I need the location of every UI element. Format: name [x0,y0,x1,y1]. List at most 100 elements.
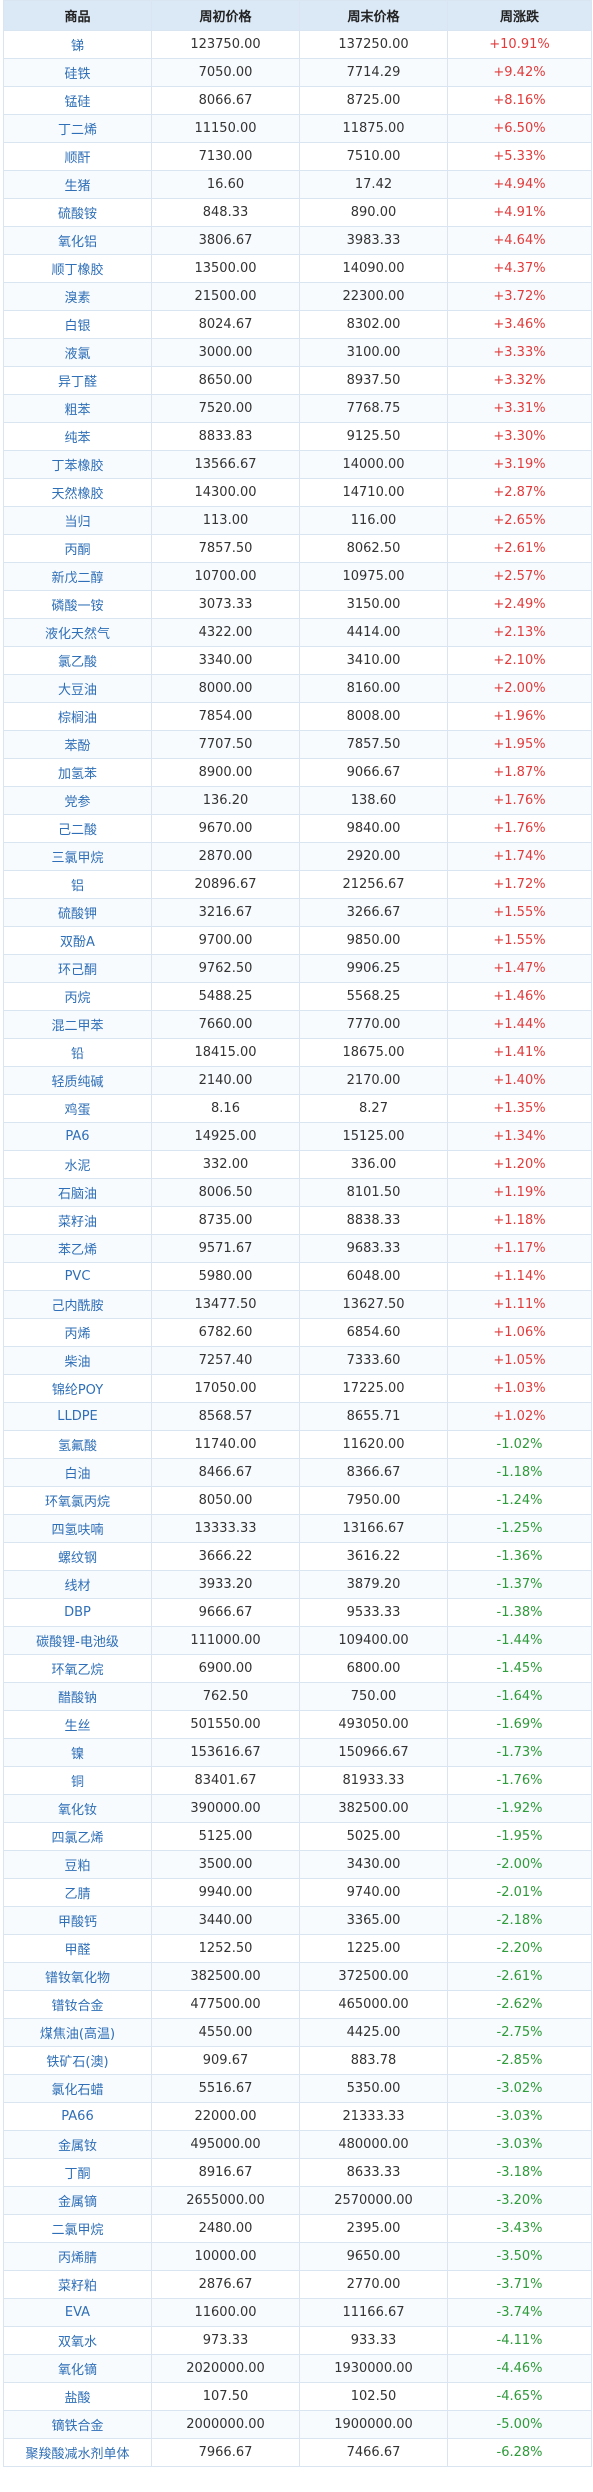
week-end-price-cell: 382500.00 [299,1794,448,1823]
table-row: 党参 136.20 138.60 +1.76% [3,786,592,815]
commodity-name-cell: 丁苯橡胶 [3,450,152,479]
table-row: 线材 3933.20 3879.20 -1.37% [3,1570,592,1599]
table-body: 锑 123750.00 137250.00 +10.91% 硅铁 7050.00 7714.… [3,30,592,2467]
week-start-price-cell: 3440.00 [151,1906,300,1935]
week-start-price-cell: 9762.50 [151,954,300,983]
weekly-change-cell: +1.72% [447,870,592,899]
commodity-name-cell: 党参 [3,786,152,815]
commodity-name-cell: 新戊二醇 [3,562,152,591]
week-end-price-cell: 8655.71 [299,1402,448,1431]
weekly-change-cell: -1.02% [447,1430,592,1459]
commodity-name-cell: 乙腈 [3,1878,152,1907]
week-end-price-cell: 137250.00 [299,30,448,59]
price-change-table: 商品 周初价格 周末价格 周涨跌 锑 123750.00 137250.00 +10.… [3,0,592,2467]
week-start-price-cell: 3073.33 [151,590,300,619]
table-row: 四氢呋喃 13333.33 13166.67 -1.25% [3,1514,592,1543]
commodity-name-cell: 大豆油 [3,674,152,703]
week-end-price-cell: 3100.00 [299,338,448,367]
table-header-row: 商品 周初价格 周末价格 周涨跌 [3,0,592,31]
commodity-name-cell: 甲酸钙 [3,1906,152,1935]
commodity-name-cell: 水泥 [3,1150,152,1179]
week-end-price-cell: 8838.33 [299,1206,448,1235]
weekly-change-cell: -1.45% [447,1654,592,1683]
commodity-name-cell: 三氯甲烷 [3,842,152,871]
table-row: 镝铁合金 2000000.00 1900000.00 -5.00% [3,2410,592,2439]
week-start-price-cell: 11150.00 [151,114,300,143]
commodity-name-cell: 顺酐 [3,142,152,171]
week-start-price-cell: 8735.00 [151,1206,300,1235]
week-start-price-cell: 7050.00 [151,58,300,87]
commodity-name-cell: 锰硅 [3,86,152,115]
commodity-name-cell: 硫酸铵 [3,198,152,227]
week-start-price-cell: 136.20 [151,786,300,815]
table-row: 双氧水 973.33 933.33 -4.11% [3,2326,592,2355]
commodity-name-cell: 加氢苯 [3,758,152,787]
week-end-price-cell: 17225.00 [299,1374,448,1403]
weekly-change-cell: -1.24% [447,1486,592,1515]
weekly-change-cell: -2.61% [447,1962,592,1991]
commodity-name-cell: 铅 [3,1038,152,1067]
weekly-change-cell: +3.31% [447,394,592,423]
commodity-name-cell: PVC [3,1262,152,1291]
weekly-change-cell: -2.85% [447,2046,592,2075]
commodity-name-cell: EVA [3,2298,152,2327]
weekly-change-cell: +4.91% [447,198,592,227]
week-end-price-cell: 7714.29 [299,58,448,87]
week-start-price-cell: 7857.50 [151,534,300,563]
commodity-name-cell: 甲醛 [3,1934,152,1963]
table-row: 锰硅 8066.67 8725.00 +8.16% [3,86,592,115]
week-end-price-cell: 9066.67 [299,758,448,787]
weekly-change-cell: -3.18% [447,2158,592,2187]
table-row: 铅 18415.00 18675.00 +1.41% [3,1038,592,1067]
week-start-price-cell: 4322.00 [151,618,300,647]
week-start-price-cell: 8833.83 [151,422,300,451]
week-end-price-cell: 3879.20 [299,1570,448,1599]
week-start-price-cell: 123750.00 [151,30,300,59]
week-end-price-cell: 7768.75 [299,394,448,423]
table-row: 丙烯腈 10000.00 9650.00 -3.50% [3,2242,592,2271]
week-start-price-cell: 8066.67 [151,86,300,115]
week-start-price-cell: 9670.00 [151,814,300,843]
weekly-change-cell: +1.20% [447,1150,592,1179]
week-start-price-cell: 5125.00 [151,1822,300,1851]
table-row: 新戊二醇 10700.00 10975.00 +2.57% [3,562,592,591]
weekly-change-cell: -1.92% [447,1794,592,1823]
table-row: 氯化石蜡 5516.67 5350.00 -3.02% [3,2074,592,2103]
week-end-price-cell: 81933.33 [299,1766,448,1795]
weekly-change-cell: -1.37% [447,1570,592,1599]
weekly-change-cell: +1.05% [447,1346,592,1375]
commodity-name-cell: 丁二烯 [3,114,152,143]
table-row: 液化天然气 4322.00 4414.00 +2.13% [3,618,592,647]
table-row: 丙酮 7857.50 8062.50 +2.61% [3,534,592,563]
week-start-price-cell: 14925.00 [151,1122,300,1151]
weekly-change-cell: +1.46% [447,982,592,1011]
table-row: 硫酸铵 848.33 890.00 +4.91% [3,198,592,227]
commodity-name-cell: 菜籽油 [3,1206,152,1235]
week-start-price-cell: 332.00 [151,1150,300,1179]
week-end-price-cell: 883.78 [299,2046,448,2075]
weekly-change-cell: +1.76% [447,786,592,815]
weekly-change-cell: -4.46% [447,2354,592,2383]
week-start-price-cell: 8568.57 [151,1402,300,1431]
week-end-price-cell: 3430.00 [299,1850,448,1879]
weekly-change-cell: -2.62% [447,1990,592,2019]
commodity-name-cell: 苯乙烯 [3,1234,152,1263]
commodity-name-cell: 双氧水 [3,2326,152,2355]
week-end-price-cell: 9683.33 [299,1234,448,1263]
table-row: 环己酮 9762.50 9906.25 +1.47% [3,954,592,983]
weekly-change-cell: +1.40% [447,1066,592,1095]
commodity-name-cell: 生猪 [3,170,152,199]
table-row: 碳酸锂-电池级 111000.00 109400.00 -1.44% [3,1626,592,1655]
week-start-price-cell: 7707.50 [151,730,300,759]
table-row: 异丁醛 8650.00 8937.50 +3.32% [3,366,592,395]
week-end-price-cell: 109400.00 [299,1626,448,1655]
table-row: 氢氟酸 11740.00 11620.00 -1.02% [3,1430,592,1459]
week-start-price-cell: 3000.00 [151,338,300,367]
commodity-name-cell: 氧化钕 [3,1794,152,1823]
week-end-price-cell: 480000.00 [299,2130,448,2159]
week-end-price-cell: 3365.00 [299,1906,448,1935]
week-end-price-cell: 150966.67 [299,1738,448,1767]
commodity-name-cell: 丙烯腈 [3,2242,152,2271]
week-end-price-cell: 3616.22 [299,1542,448,1571]
table-row: 液氯 3000.00 3100.00 +3.33% [3,338,592,367]
